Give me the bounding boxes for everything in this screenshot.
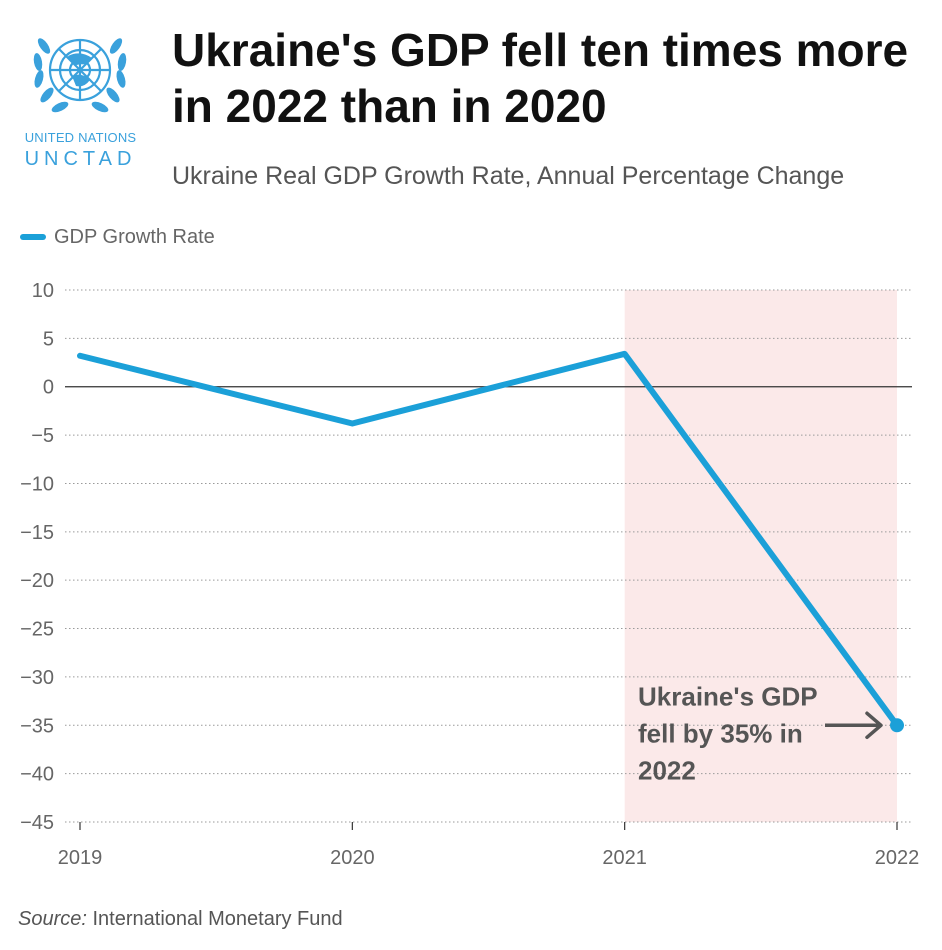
series-line-gdp-growth — [77, 350, 900, 729]
annotation-text-line: Ukraine's GDP — [638, 681, 818, 711]
y-tick-label: −25 — [20, 619, 54, 641]
y-tick-label: −20 — [20, 570, 54, 592]
un-unctad-logo: UNITED NATIONS UNCTAD — [18, 16, 143, 176]
un-emblem-icon — [33, 38, 127, 113]
chart-title: Ukraine's GDP fell ten times more in 202… — [172, 24, 909, 132]
x-tick-label: 2020 — [330, 847, 375, 869]
highlight-band — [624, 290, 897, 822]
logo-unctad: UNCTAD — [24, 148, 137, 170]
source-text: International Monetary Fund — [92, 908, 343, 930]
x-tick-label: 2022 — [875, 847, 920, 869]
y-tick-label: 0 — [43, 377, 54, 399]
annotation-text-line: fell by 35% in — [638, 718, 803, 748]
y-tick-label: −5 — [31, 425, 54, 447]
annotation-arrow-head — [865, 711, 883, 740]
legend-label: GDP Growth Rate — [54, 225, 215, 248]
data-point-2022 — [890, 718, 904, 733]
y-tick-label: −45 — [20, 812, 54, 834]
y-tick-label: 5 — [43, 328, 54, 350]
x-tick-label: 2019 — [58, 847, 103, 869]
legend-swatch-icon — [20, 234, 46, 240]
y-tick-label: −30 — [20, 667, 54, 689]
y-tick-label: −35 — [20, 715, 54, 737]
chart-subtitle: Ukraine Real GDP Growth Rate, Annual Per… — [172, 162, 845, 190]
source-label: Source: — [18, 908, 87, 930]
logo-united-nations: UNITED NATIONS — [24, 130, 137, 145]
y-tick-label: 10 — [32, 280, 54, 302]
y-tick-label: −10 — [20, 473, 54, 495]
chart-legend: GDP Growth Rate — [20, 224, 215, 250]
annotation-text-line: 2022 — [638, 755, 696, 785]
source-note: Source: International Monetary Fund — [18, 908, 343, 931]
x-tick-label: 2021 — [602, 847, 647, 869]
y-tick-label: −40 — [20, 764, 54, 786]
y-tick-label: −15 — [20, 522, 54, 544]
